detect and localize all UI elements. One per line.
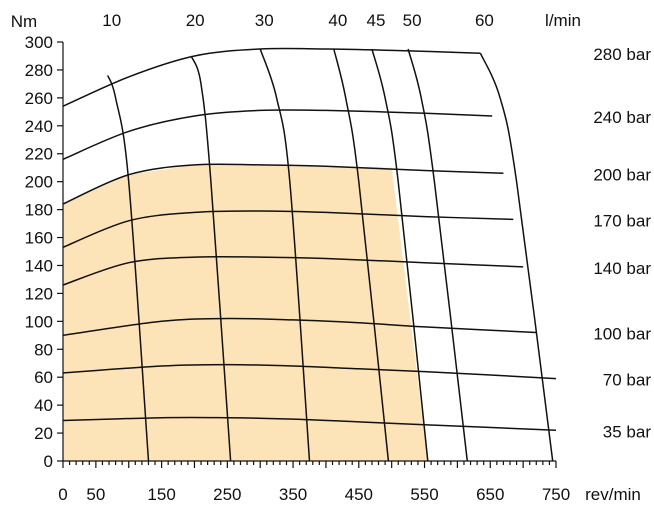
- x-tick-label: 550: [410, 485, 438, 504]
- flow-curve-45: [371, 48, 429, 462]
- x-tick-label: 350: [279, 485, 307, 504]
- pressure-curve-240-bar: [62, 109, 493, 160]
- y-axis-title: Nm: [11, 12, 37, 31]
- shaded-region-layer: [63, 164, 428, 461]
- x-tick-label: 450: [345, 485, 373, 504]
- y-tick-label: 40: [34, 396, 53, 415]
- pressure-curve-170-bar: [62, 210, 514, 248]
- y-tick-label: 200: [25, 173, 53, 192]
- flow-tick-label: 30: [255, 11, 274, 30]
- y-tick-label: 260: [25, 89, 53, 108]
- pressure-curve-70-bar: [62, 363, 557, 380]
- x-tick-label: 150: [147, 485, 175, 504]
- pressure-label: 100 bar: [593, 325, 651, 344]
- flow-curve-60: [479, 52, 554, 462]
- labels-layer: 0204060801001201401601802002202402602803…: [11, 11, 652, 504]
- y-tick-label: 240: [25, 117, 53, 136]
- flow-tick-label: 60: [475, 11, 494, 30]
- axes-layer: [57, 41, 557, 468]
- x-tick-label: 250: [213, 485, 241, 504]
- y-tick-label: 160: [25, 229, 53, 248]
- pressure-label: 200 bar: [593, 165, 651, 184]
- flow-curves-layer: [106, 48, 554, 462]
- y-tick-label: 0: [44, 452, 53, 471]
- flow-curve-30: [259, 48, 311, 462]
- flow-tick-label: 50: [403, 11, 422, 30]
- x-tick-label: 50: [86, 485, 105, 504]
- y-tick-label: 80: [34, 340, 53, 359]
- y-tick-label: 120: [25, 284, 53, 303]
- flow-tick-label: 45: [366, 11, 385, 30]
- x-tick-label: 650: [476, 485, 504, 504]
- flow-curve-10: [106, 75, 150, 462]
- y-tick-label: 180: [25, 201, 53, 220]
- continuous-operation-region: [63, 164, 428, 461]
- pressure-label: 35 bar: [603, 422, 652, 441]
- flow-curve-50: [407, 48, 469, 462]
- flow-tick-label: 40: [328, 11, 347, 30]
- y-tick-label: 280: [25, 61, 53, 80]
- pressure-label: 140 bar: [593, 259, 651, 278]
- pressure-curve-280-bar: [62, 47, 481, 107]
- flow-curve-40: [333, 48, 390, 462]
- x-axis-title: rev/min: [585, 485, 641, 504]
- pressure-label: 170 bar: [593, 211, 651, 230]
- x-tick-label: 750: [542, 485, 570, 504]
- y-tick-label: 220: [25, 145, 53, 164]
- y-tick-label: 20: [34, 424, 53, 443]
- flow-tick-label: 10: [102, 11, 121, 30]
- pressure-curve-100-bar: [62, 317, 537, 337]
- pressure-label: 280 bar: [593, 45, 651, 64]
- pressure-label: 70 bar: [603, 371, 652, 390]
- y-tick-label: 60: [34, 368, 53, 387]
- flow-curve-20: [190, 55, 232, 462]
- y-tick-label: 140: [25, 256, 53, 275]
- pressure-label: 240 bar: [593, 108, 651, 127]
- pressure-curve-140-bar: [62, 255, 524, 286]
- pressure-curve-35-bar: [62, 416, 557, 432]
- top-axis-title: l/min: [545, 11, 581, 30]
- y-tick-label: 100: [25, 312, 53, 331]
- y-tick-label: 300: [25, 33, 53, 52]
- flow-tick-label: 20: [186, 11, 205, 30]
- pressure-curve-200-bar: [62, 163, 504, 205]
- x-tick-label: 0: [58, 485, 67, 504]
- pressure-curves-layer: [62, 47, 557, 432]
